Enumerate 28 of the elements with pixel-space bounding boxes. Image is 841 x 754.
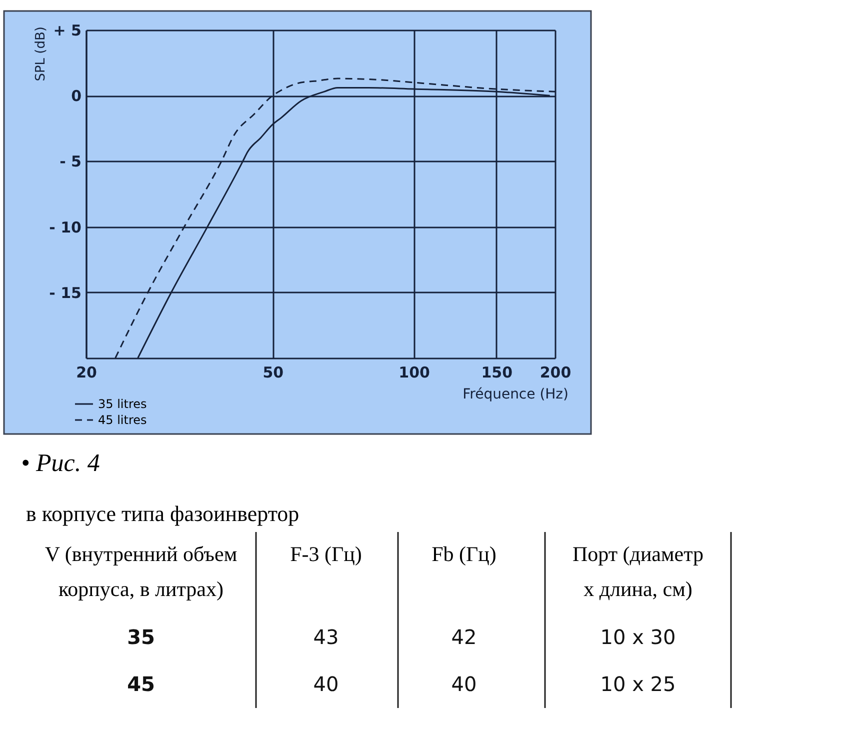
y-tick-label: - 5 <box>60 152 82 171</box>
x-tick-label: 20 <box>76 364 97 382</box>
text: 42 <box>451 625 477 649</box>
legend-label: 45 litres <box>98 413 147 427</box>
category-label: V (внутренний объем корпуса, в литрах) <box>44 542 238 601</box>
x-tick-label: 200 <box>540 364 572 382</box>
category-label: F-3 (Гц) <box>290 542 362 566</box>
text: 10 x 25 <box>600 672 676 696</box>
y-tick-label: - 15 <box>49 284 82 302</box>
y-tick-label: 0 <box>71 87 82 106</box>
category-label: Порт (диаметр x длина, см) <box>572 542 704 601</box>
x-tick-label: 50 <box>262 364 284 382</box>
x-tick-label: 100 <box>398 364 430 382</box>
category-label: Fb (Гц) <box>432 542 496 566</box>
text: 43 <box>313 625 339 649</box>
x-axis-title: Fréquence (Hz) <box>462 386 568 402</box>
text: 10 x 30 <box>600 625 676 649</box>
y-tick-label: - 10 <box>49 218 82 236</box>
text: 40 <box>451 672 477 696</box>
text: 35 <box>127 625 155 649</box>
text: • Рис. 4 <box>21 450 100 477</box>
y-axis-title: SPL (dB) <box>34 26 48 82</box>
legend-label: 35 litres <box>98 397 147 411</box>
y-tick-label: + 5 <box>53 22 82 40</box>
x-tick-label: 150 <box>481 364 513 382</box>
text: 45 <box>127 672 155 696</box>
text: в корпусе типа фазоинвертор <box>26 501 300 526</box>
text: 40 <box>313 672 339 696</box>
